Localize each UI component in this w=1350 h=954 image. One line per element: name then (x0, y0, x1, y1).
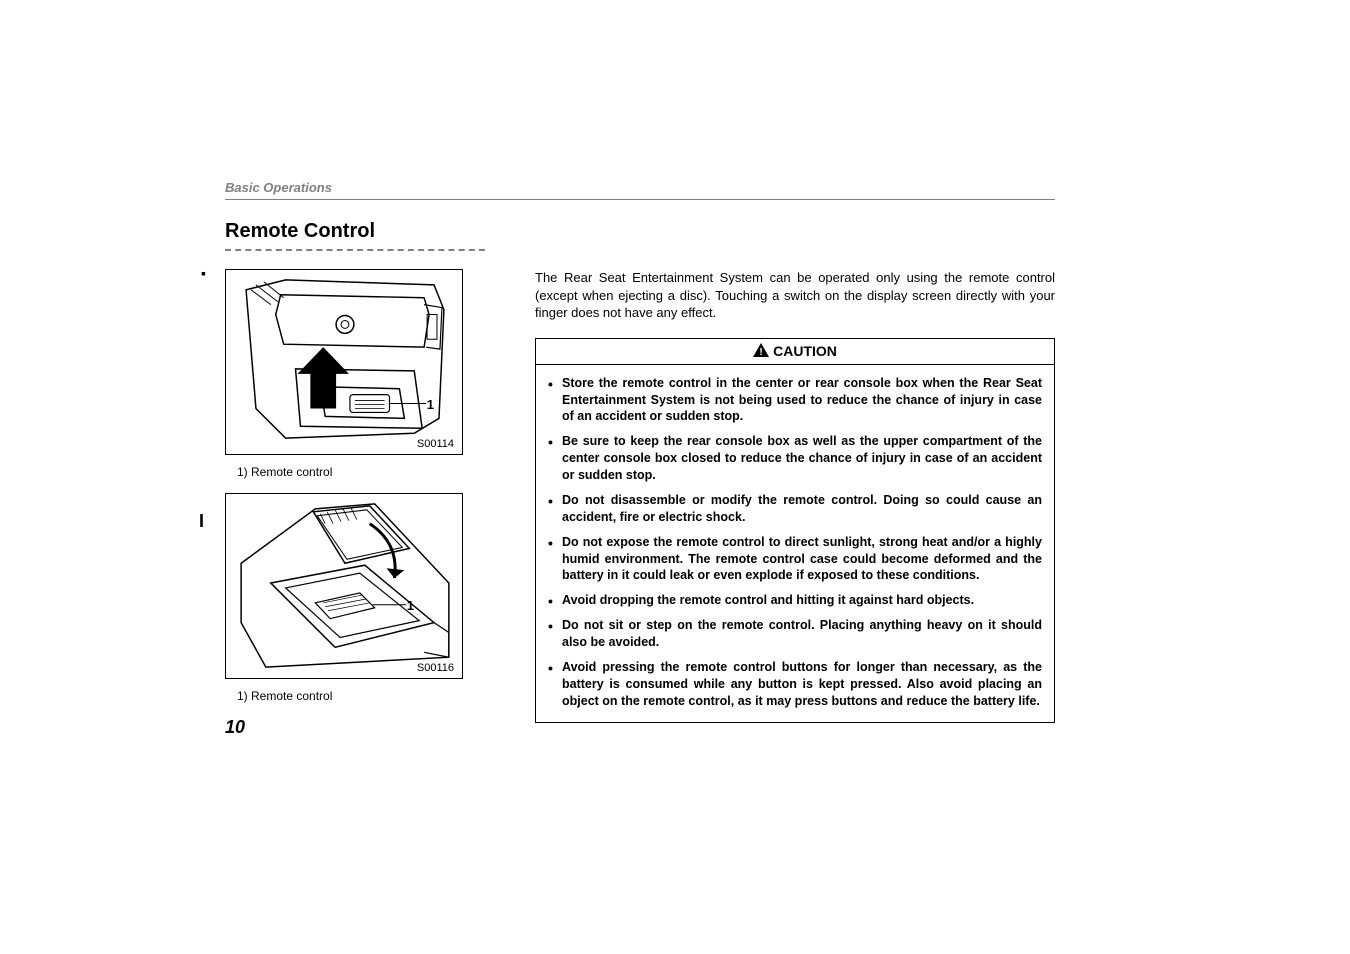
caution-item: Do not sit or step on the remote control… (548, 617, 1042, 651)
caution-box: ! CAUTION Store the remote control in th… (535, 338, 1055, 723)
caution-item: Do not disassemble or modify the remote … (548, 492, 1042, 526)
page-title: Remote Control (225, 220, 1055, 243)
section-header: Basic Operations (225, 180, 1055, 200)
figure-1-callout: 1 (427, 397, 434, 412)
intro-paragraph: The Rear Seat Entertainment System can b… (535, 269, 1055, 322)
figure-1-wrap: ▪ (225, 269, 475, 479)
right-column: The Rear Seat Entertainment System can b… (535, 269, 1055, 738)
figure-2-diagram (226, 494, 462, 678)
caution-list: Store the remote control in the center o… (548, 375, 1042, 710)
figure-1-marker: ▪ (201, 265, 206, 281)
svg-text:!: ! (759, 347, 762, 357)
warning-icon: ! (753, 343, 769, 360)
caution-item: Store the remote control in the center o… (548, 375, 1042, 426)
figure-2-wrap: I (225, 493, 475, 703)
figure-1-caption: 1) Remote control (237, 465, 475, 479)
caution-item: Avoid dropping the remote control and hi… (548, 592, 1042, 609)
content-area: ▪ (225, 269, 1055, 738)
figure-2-callout: 1 (407, 598, 414, 613)
caution-item: Avoid pressing the remote control button… (548, 659, 1042, 710)
figure-1-diagram (226, 270, 462, 454)
figure-2-marker: I (199, 511, 204, 532)
figure-2-caption: 1) Remote control (237, 689, 475, 703)
figure-2-box: 1 S00116 (225, 493, 463, 679)
caution-header: ! CAUTION (536, 339, 1054, 365)
left-column: ▪ (225, 269, 475, 738)
figure-1-box: 1 S00114 (225, 269, 463, 455)
caution-body: Store the remote control in the center o… (536, 365, 1054, 722)
figure-1-id: S00114 (417, 438, 454, 450)
caution-label: CAUTION (773, 343, 837, 359)
title-underline (225, 249, 485, 251)
figure-2-id: S00116 (417, 662, 454, 674)
page-container: Basic Operations Remote Control ▪ (225, 180, 1055, 738)
caution-item: Do not expose the remote control to dire… (548, 534, 1042, 585)
page-number: 10 (225, 717, 475, 738)
caution-item: Be sure to keep the rear console box as … (548, 433, 1042, 484)
